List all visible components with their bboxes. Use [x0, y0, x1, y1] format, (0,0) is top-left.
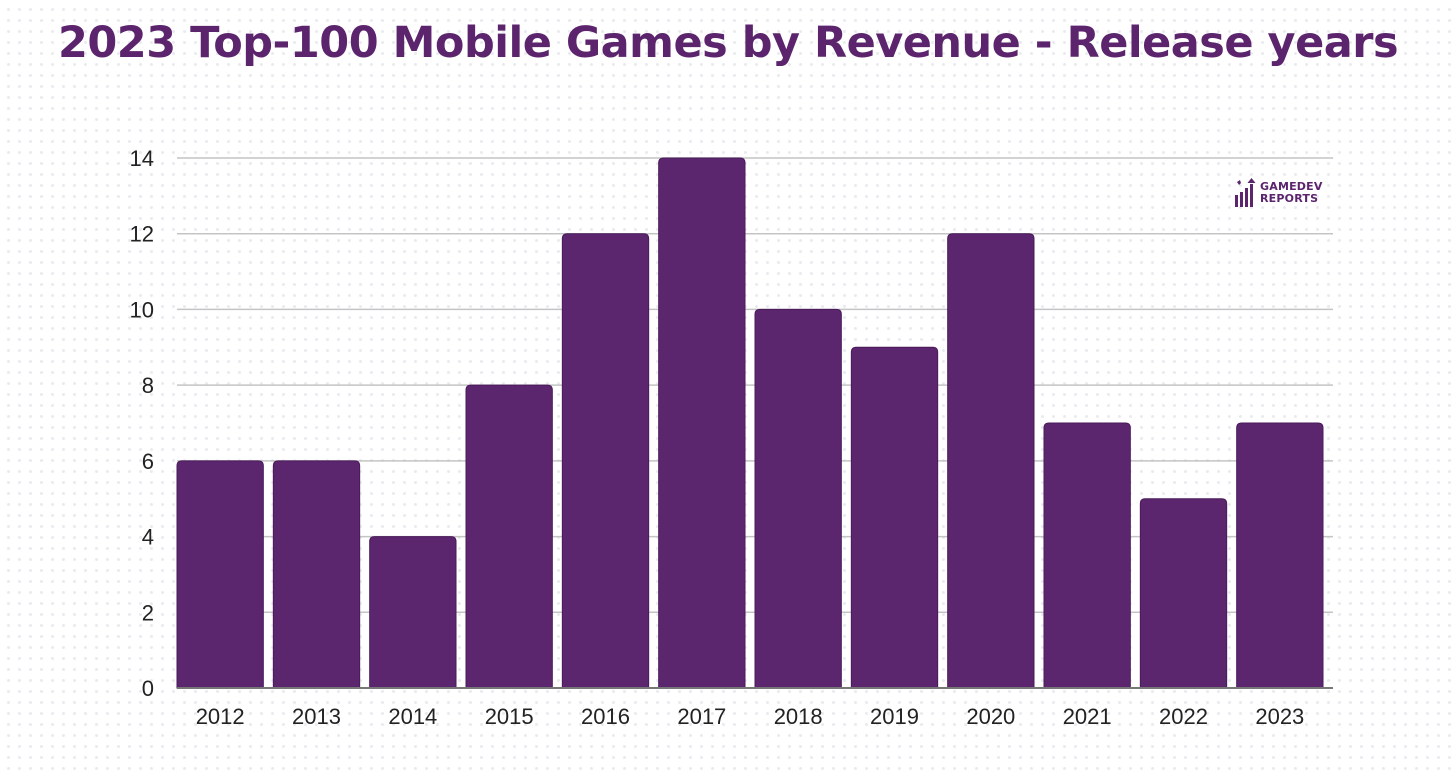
y-tick-label: 2: [142, 600, 154, 625]
y-tick-label: 14: [130, 146, 154, 171]
bar-2013: [272, 460, 361, 689]
bar-chart-arrow-icon: [1235, 178, 1256, 207]
y-tick-label: 8: [142, 373, 154, 398]
bar-2012: [176, 460, 264, 689]
x-tick-label: 2016: [581, 704, 630, 729]
x-tick-label: 2019: [870, 704, 919, 729]
bar-2021: [1043, 422, 1131, 689]
y-tick-label: 10: [130, 297, 154, 322]
y-tick-label: 0: [142, 676, 154, 701]
bars: [176, 157, 1333, 689]
y-tick-label: 4: [142, 525, 154, 550]
bar-2017: [658, 157, 746, 689]
bar-2019: [850, 346, 939, 689]
bar-2022: [1139, 498, 1228, 689]
x-tick-label: 2014: [388, 704, 437, 729]
x-tick-label: 2015: [485, 704, 534, 729]
x-tick-label: 2012: [196, 704, 245, 729]
bar-2018: [754, 308, 842, 689]
y-tick-label: 6: [142, 449, 154, 474]
bar-2015: [465, 384, 553, 689]
gamedev-reports-logo: GAMEDEV REPORTS: [1234, 178, 1323, 208]
bar-2014: [369, 536, 457, 689]
bar-2016: [561, 233, 650, 689]
bar-2020: [947, 233, 1035, 689]
y-axis-ticks: 0 2 4 6 8 10 12 14: [130, 146, 154, 701]
bar-2023: [1236, 422, 1324, 689]
x-tick-label: 2022: [1159, 704, 1208, 729]
x-tick-label: 2013: [292, 704, 341, 729]
x-tick-label: 2018: [774, 704, 823, 729]
x-tick-label: 2017: [677, 704, 726, 729]
logo-line-2: REPORTS: [1260, 192, 1319, 205]
x-tick-label: 2021: [1063, 704, 1112, 729]
x-axis-ticks: 2012 2013 2014 2015 2016 2017 2018 2019 2020 2021…: [196, 704, 1305, 729]
chart-title: 2023 Top-100 Mobile Games by Revenue - R…: [57, 18, 1399, 68]
x-tick-label: 2023: [1255, 704, 1304, 729]
x-tick-label: 2020: [966, 704, 1015, 729]
y-tick-label: 12: [130, 222, 154, 247]
logo-line-1: GAMEDEV: [1260, 180, 1323, 193]
